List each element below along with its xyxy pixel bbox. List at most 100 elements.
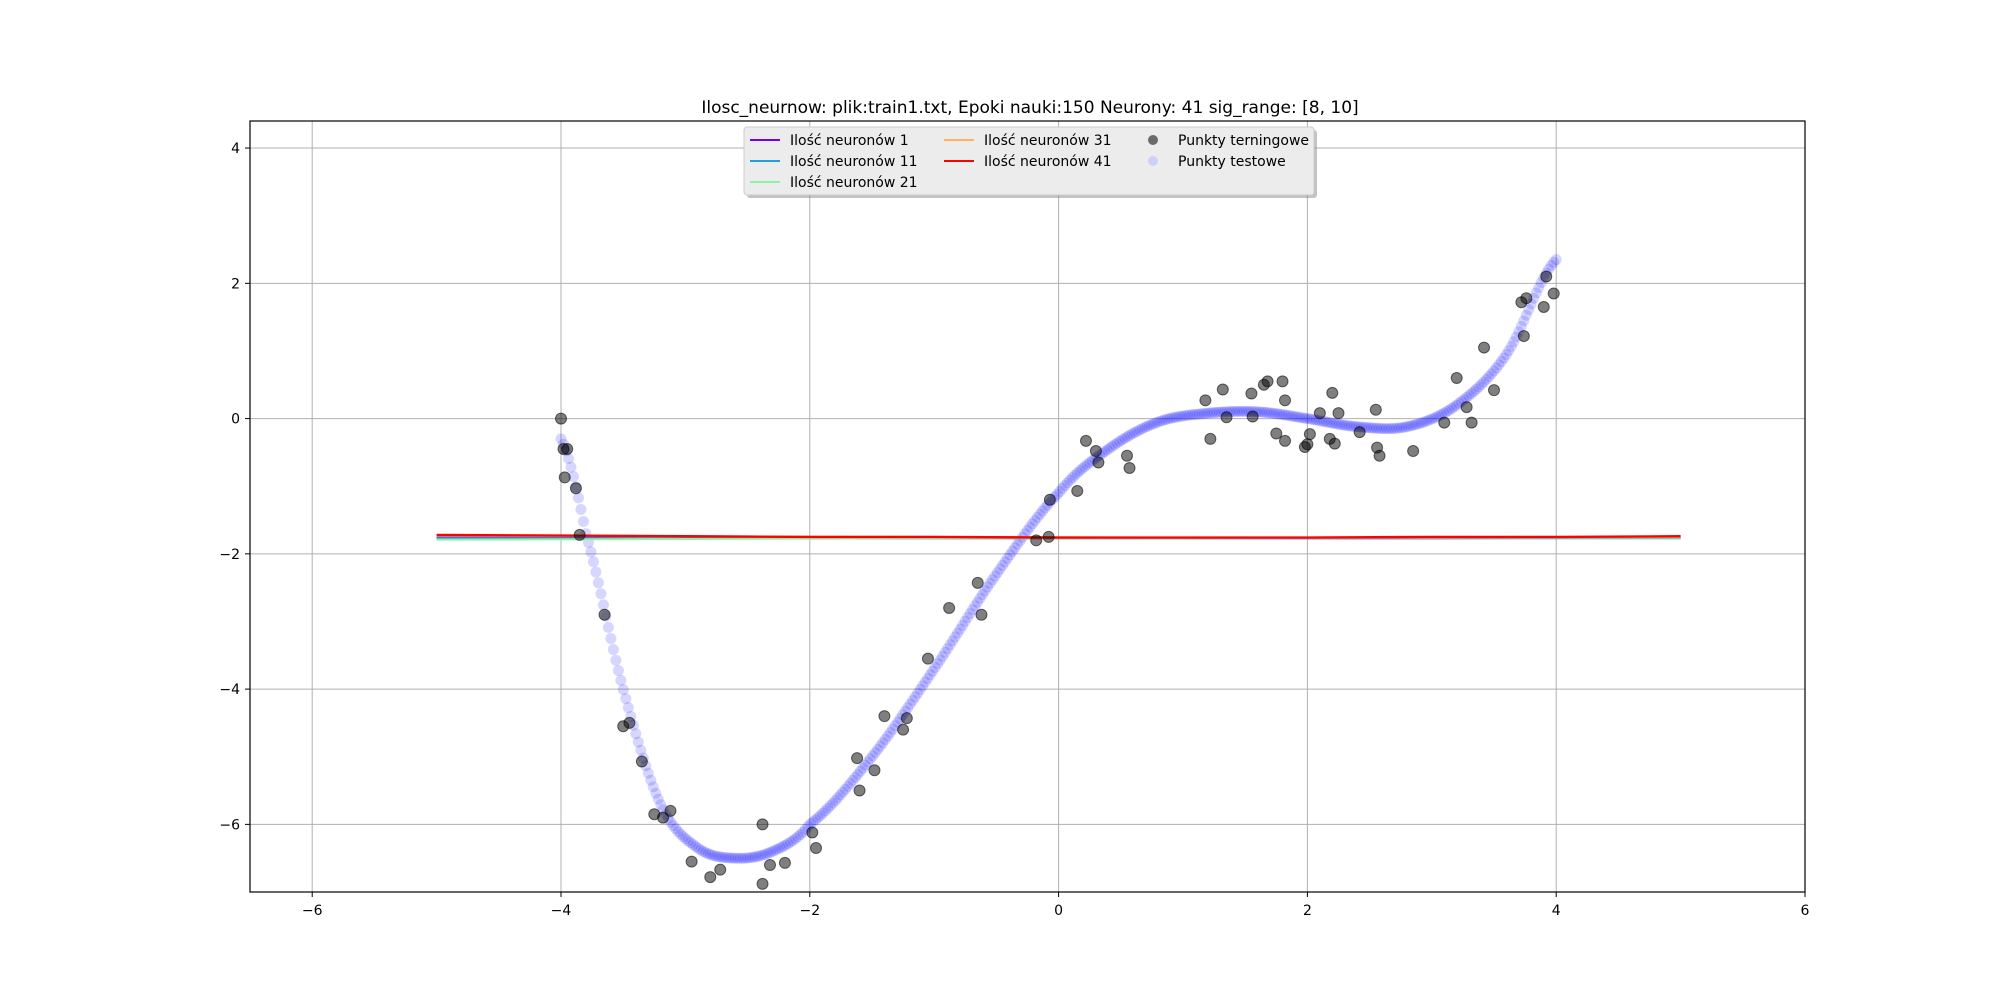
test-point [612,665,624,677]
test-point [939,646,951,658]
test-point [1066,472,1078,484]
chart-title: Ilosc_neurnow: plik:train1.txt, Epoki na… [701,98,1358,118]
test-point [702,848,714,860]
test-point [1186,409,1198,421]
test-point [957,619,969,631]
test-point [1423,414,1435,426]
test-point [1416,417,1428,429]
test-point [1363,422,1375,434]
test-point [707,849,719,861]
training-point [657,811,670,824]
training-point [1079,434,1092,447]
test-point [1271,408,1283,420]
test-point [1505,340,1517,352]
test-point [1545,259,1557,271]
test-point [642,767,654,779]
test-point [605,633,617,645]
test-point [1169,411,1181,423]
test-point [887,723,899,735]
test-point [1508,336,1520,348]
test-point [717,851,729,863]
training-point [1279,394,1292,407]
test-point [1151,416,1163,428]
y-tick-label: −4 [219,682,240,698]
test-point [1286,410,1298,422]
test-point [1204,407,1216,419]
test-point [1208,407,1220,419]
training-point [1373,449,1386,462]
test-point [1503,345,1515,357]
test-point [904,698,916,710]
test-point [1366,422,1378,434]
test-point [864,753,876,765]
test-point [685,837,697,849]
test-point [555,433,567,445]
test-point [1261,407,1273,419]
test-point [822,802,834,814]
test-point [1136,423,1148,435]
test-point [922,672,934,684]
test-point [622,702,634,714]
test-point [1438,407,1450,419]
test-point [797,826,809,838]
training-point [1216,383,1229,396]
test-point [924,669,936,681]
test-point [1104,442,1116,454]
test-point [1006,545,1018,557]
test-point [927,665,939,677]
test-point [1445,403,1457,415]
test-point [1381,423,1393,435]
training-point [1043,493,1056,506]
test-point [902,702,914,714]
training-point [921,652,934,665]
test-point [1256,406,1268,418]
test-point [1388,422,1400,434]
test-point [645,774,657,786]
legend-item: Ilość neuronów 21 [750,175,918,191]
x-tick-label: −4 [551,903,572,919]
test-point [1268,407,1280,419]
test-point [1396,422,1408,434]
test-point [1054,485,1066,497]
test-point [735,852,747,864]
test-point [879,733,891,745]
training-point [868,764,881,777]
test-point [695,844,707,856]
test-point [1393,422,1405,434]
training-point [943,601,956,614]
legend-item: Punkty testowe [1148,154,1286,170]
test-point [1191,408,1203,420]
test-point [562,452,574,464]
test-point [1079,461,1091,473]
test-point [1343,420,1355,432]
x-tick-label: 2 [1303,903,1312,919]
training-point [1537,300,1550,313]
test-point [1126,428,1138,440]
test-point [1026,518,1038,530]
test-point [1475,378,1487,390]
training-point [664,804,677,817]
training-point [1332,407,1345,420]
training-point [1450,372,1463,384]
test-point [1056,482,1068,494]
test-point [722,852,734,864]
training-point [1517,330,1530,343]
test-point [602,621,614,633]
test-point [1131,425,1143,437]
test-point [737,852,749,864]
test-point [577,515,589,527]
test-point [1059,480,1071,492]
test-point [677,831,689,843]
test-point [857,762,869,774]
legend: Ilość neuronów 1 Ilość neuronów 11 Ilość n… [743,126,1317,198]
test-point [1473,381,1485,393]
test-point [1391,422,1403,434]
training-point [1303,428,1316,441]
test-point [1021,524,1033,536]
test-point [705,849,717,861]
test-point [1179,410,1191,422]
test-point [952,627,964,639]
test-point [727,852,739,864]
test-point [687,839,699,851]
